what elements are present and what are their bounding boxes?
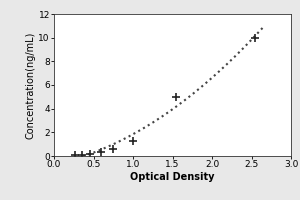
X-axis label: Optical Density: Optical Density (130, 172, 215, 182)
Y-axis label: Concentration(ng/mL): Concentration(ng/mL) (26, 31, 36, 139)
